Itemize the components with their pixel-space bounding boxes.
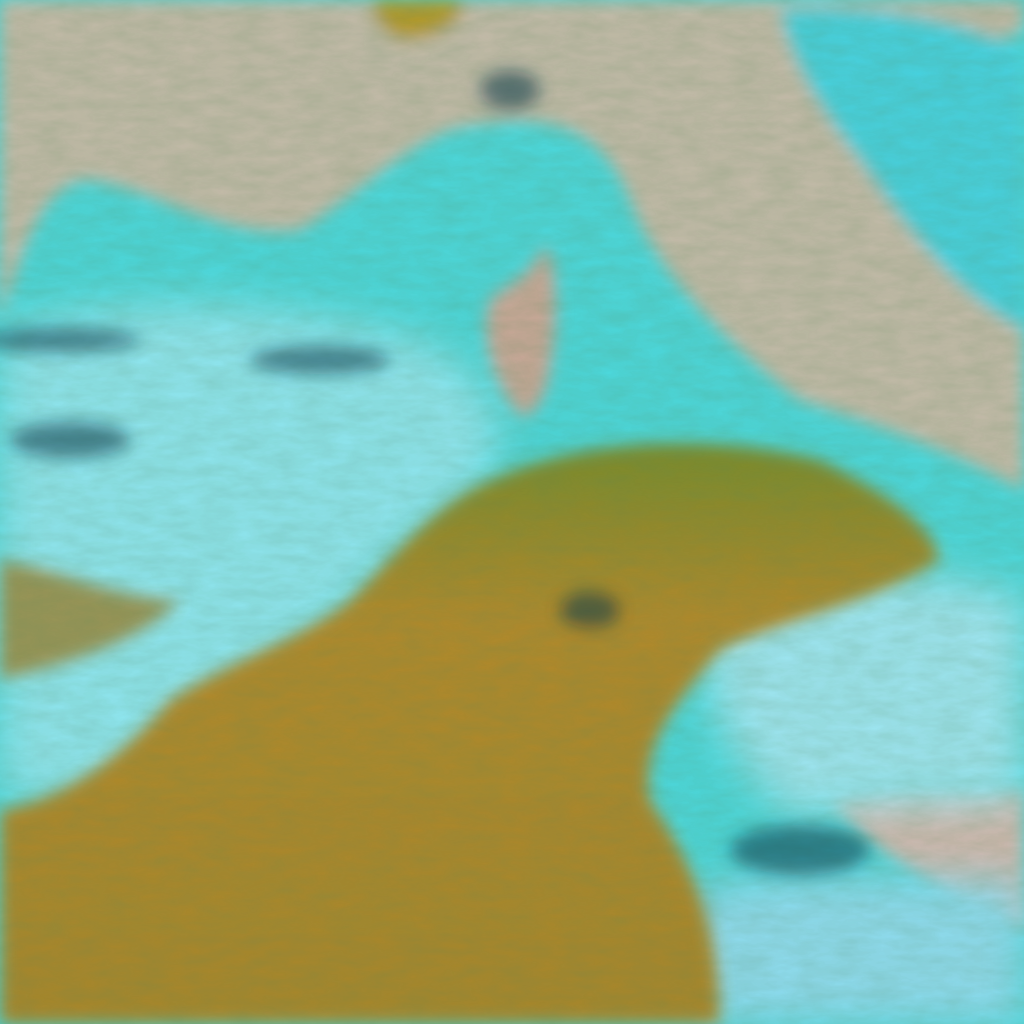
cloud-shadows [0,70,870,875]
